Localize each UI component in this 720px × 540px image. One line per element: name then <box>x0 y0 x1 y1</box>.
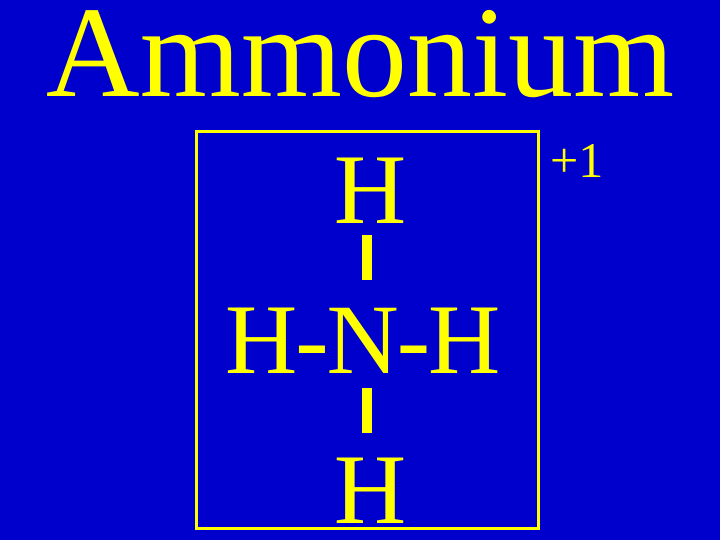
ion-charge: +1 <box>550 135 603 185</box>
atom-h-top: H <box>320 140 420 240</box>
bond-vertical-top <box>362 235 372 280</box>
atom-h-bottom: H <box>320 440 420 540</box>
slide: Ammonium +1 H H-N-H H <box>0 0 720 540</box>
bond-vertical-bottom <box>362 388 372 433</box>
atom-row-middle: H-N-H <box>225 290 498 390</box>
slide-title: Ammonium <box>0 0 720 118</box>
